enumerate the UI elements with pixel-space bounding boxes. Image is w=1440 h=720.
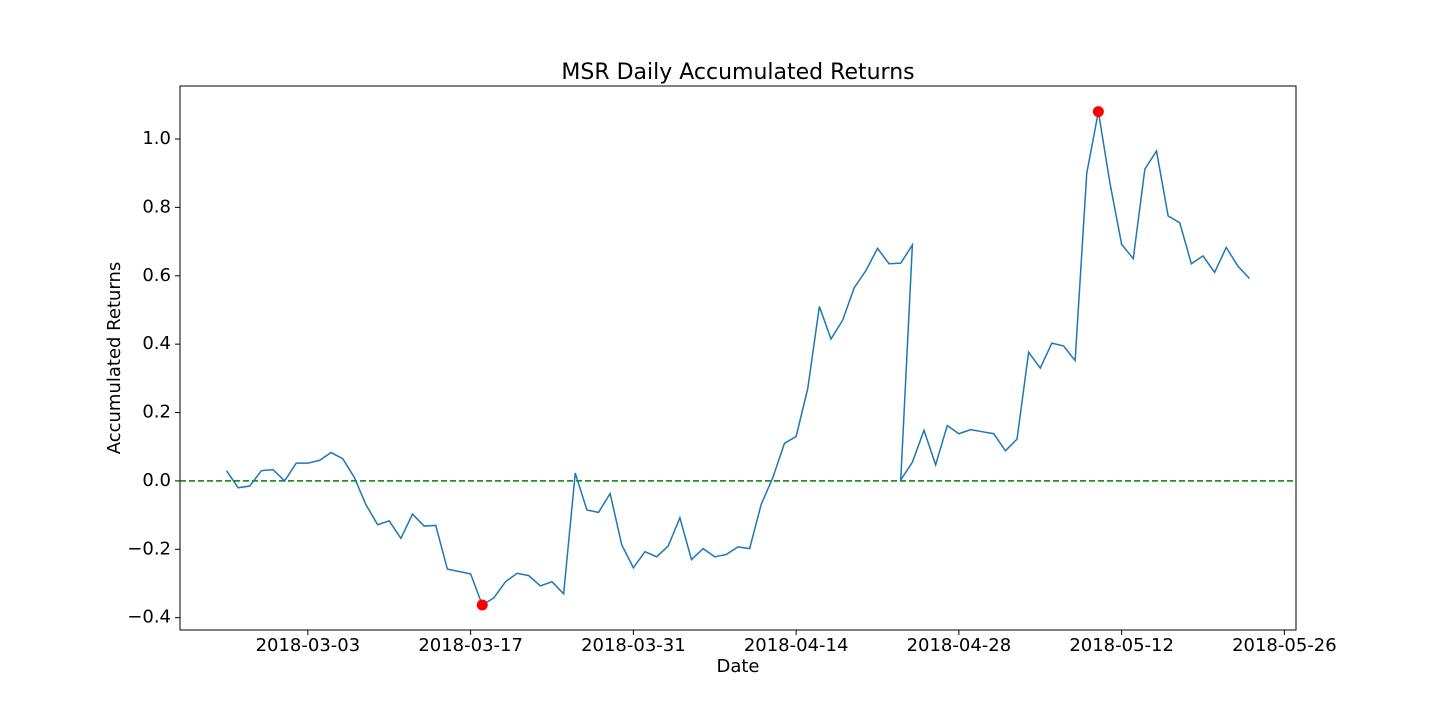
x-tick-label: 2018-03-31	[581, 635, 686, 656]
x-tick-label: 2018-03-03	[256, 635, 361, 656]
y-tick-label: 0.4	[142, 333, 171, 354]
highlight-point	[1092, 106, 1104, 118]
x-axis-label: Date	[716, 656, 759, 677]
y-axis-label: Accumulated Returns	[104, 262, 125, 455]
y-tick-label: −0.4	[127, 607, 171, 628]
x-tick-label: 2018-05-12	[1069, 635, 1174, 656]
y-tick-label: 1.0	[142, 128, 171, 149]
y-tick-label: 0.0	[142, 470, 171, 491]
x-tick-label: 2018-03-17	[418, 635, 523, 656]
data-line	[225, 111, 1251, 607]
y-tick-label: 0.8	[142, 196, 171, 217]
chart-title: MSR Daily Accumulated Returns	[561, 60, 914, 85]
x-tick-label: 2018-05-26	[1232, 635, 1337, 656]
y-tick-label: −0.2	[127, 538, 171, 559]
highlight-point	[476, 599, 488, 611]
x-tick-label: 2018-04-14	[744, 635, 849, 656]
plot-frame	[179, 85, 1297, 631]
x-tick-label: 2018-04-28	[907, 635, 1012, 656]
y-tick-label: 0.6	[142, 265, 171, 286]
y-tick-label: 0.2	[142, 402, 171, 423]
